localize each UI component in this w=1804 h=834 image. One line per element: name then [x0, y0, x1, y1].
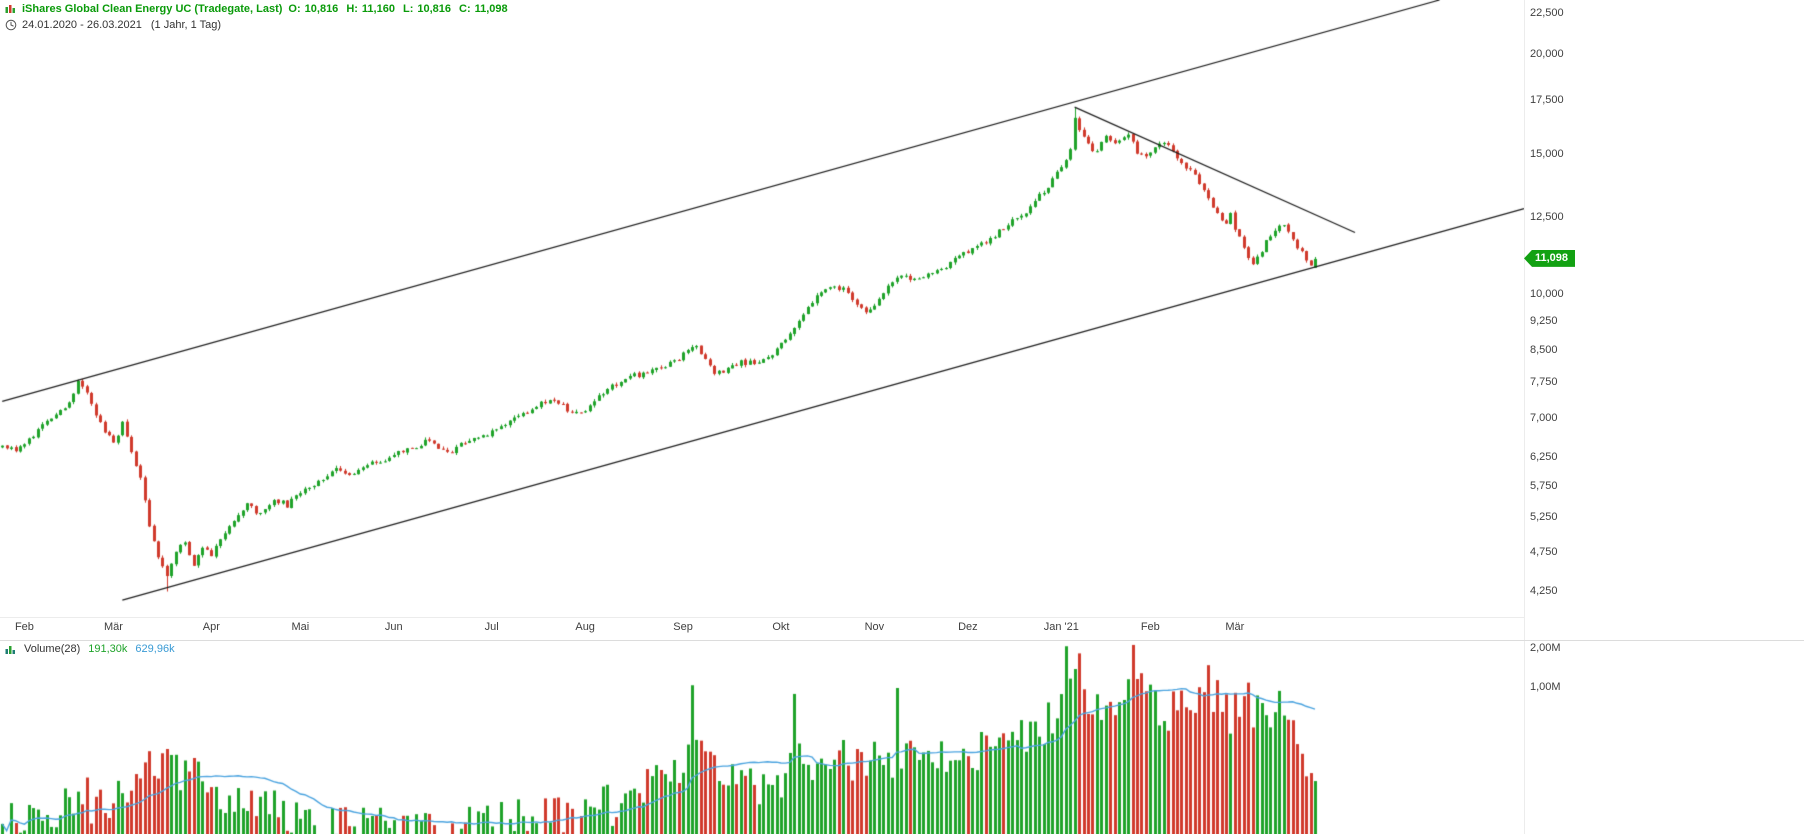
time-axis-label: Feb — [1140, 621, 1160, 633]
time-axis-label: Jul — [484, 621, 499, 633]
volume-axis-label: 2,00M — [1530, 642, 1561, 654]
open-value: 10,816 — [304, 3, 339, 15]
close-label: C: — [459, 3, 471, 15]
time-axis-label: Sep — [673, 621, 693, 633]
instrument-title[interactable]: iShares Global Clean Energy UC (Tradegat… — [22, 3, 283, 15]
volume-axis-label: 1,00M — [1530, 681, 1561, 693]
time-axis-label: Nov — [864, 621, 885, 633]
time-axis-label: Feb — [14, 621, 34, 633]
volume-indicator-label[interactable]: Volume(28) — [24, 643, 81, 655]
price-axis-label: 17,500 — [1530, 94, 1564, 107]
volume-indicator-icon — [5, 644, 16, 654]
time-axis-label: Jun — [384, 621, 403, 633]
low-value: 10,816 — [417, 3, 452, 15]
time-axis-label: Mär — [1225, 621, 1245, 633]
price-axis-label: 15,000 — [1530, 147, 1564, 160]
chart-header: iShares Global Clean Energy UC (Tradegat… — [5, 3, 508, 31]
high-label: H: — [346, 3, 358, 15]
price-plot-bottom-border — [0, 617, 1524, 618]
price-axis-label: 5,750 — [1530, 479, 1558, 492]
volume-average-value: 629,96k — [135, 643, 175, 655]
time-axis-label: Dez — [958, 621, 978, 633]
price-axis-label: 7,000 — [1530, 411, 1558, 424]
price-axis-label: 12,500 — [1530, 210, 1564, 223]
instrument-icon — [5, 4, 16, 15]
volume-current-value: 191,30k — [88, 643, 128, 655]
time-axis-label: Jan '21 — [1043, 621, 1079, 633]
ohlc-readout: O: 10,816 H: 11,160 L: 10,816 C: 11,098 — [288, 3, 507, 15]
price-axis-label: 5,250 — [1530, 511, 1558, 524]
price-axis-border — [1524, 0, 1525, 834]
time-axis-label: Apr — [202, 621, 220, 633]
price-axis-label: 10,000 — [1530, 288, 1564, 301]
price-axis-label: 4,750 — [1530, 545, 1558, 558]
volume-panel-header: Volume(28) 191,30k 629,96k — [5, 643, 175, 655]
close-value: 11,098 — [474, 3, 508, 15]
interval-label[interactable]: (1 Jahr, 1 Tag) — [150, 19, 222, 31]
price-axis-label: 20,000 — [1530, 47, 1564, 60]
price-axis-label: 22,500 — [1530, 7, 1564, 20]
time-axis-label: Mär — [103, 621, 123, 633]
high-value: 11,160 — [361, 3, 395, 15]
clock-icon — [5, 19, 17, 31]
date-range[interactable]: 24.01.2020 - 26.03.2021 — [22, 19, 142, 31]
last-price-badge: 11,098 — [1524, 249, 1576, 267]
time-axis-label: Okt — [772, 621, 790, 633]
price-axis-label: 6,250 — [1530, 450, 1558, 463]
time-axis-label: Aug — [575, 621, 595, 633]
time-axis-label: Mai — [291, 621, 310, 633]
volume-panel-separator — [0, 640, 1804, 641]
low-label: L: — [402, 3, 414, 15]
price-axis-label: 9,250 — [1530, 315, 1558, 328]
price-axis-label: 7,750 — [1530, 376, 1558, 389]
open-label: O: — [288, 3, 301, 15]
price-axis-label: 8,500 — [1530, 344, 1558, 357]
price-axis-label: 4,250 — [1530, 584, 1558, 597]
